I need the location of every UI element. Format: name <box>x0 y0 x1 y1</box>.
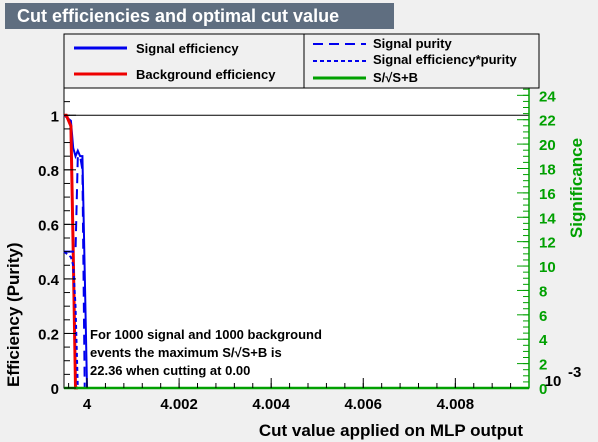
x-axis-label: Cut value applied on MLP output <box>259 421 523 440</box>
y2-tick-label: 2 <box>539 357 547 374</box>
legend-label-background-efficiency: Background efficiency <box>136 67 276 82</box>
series-line-3 <box>63 250 79 389</box>
y2-tick-label: 14 <box>539 210 556 227</box>
y-axis-label: Efficiency (Purity) <box>4 242 23 387</box>
chart-title: Cut efficiencies and optimal cut value <box>5 3 394 29</box>
y2-tick-label: 24 <box>539 88 556 105</box>
annotation-line-3: 22.36 when cutting at 0.00 <box>90 363 250 378</box>
annotation-line-1: For 1000 signal and 1000 background <box>90 327 322 342</box>
legend-label-signal-eff-purity: Signal efficiency*purity <box>373 52 518 67</box>
y2-tick-label: 4 <box>539 332 548 349</box>
y2-tick-label: 8 <box>539 283 547 300</box>
y2-tick-label: 18 <box>539 161 556 178</box>
x-exponent-base: 10 <box>545 373 562 390</box>
legend-label-signal-efficiency: Signal efficiency <box>136 41 239 56</box>
plot-area <box>63 87 530 389</box>
y-axis: 0 0.2 0.4 0.6 0.8 1 <box>38 101 76 398</box>
x-tick-label: 4.002 <box>160 396 198 413</box>
y2-tick-label: 20 <box>539 137 556 154</box>
legend-box <box>63 33 540 89</box>
legend-label-significance: S/√S+B <box>373 70 418 85</box>
x-exponent-power: -3 <box>568 364 581 381</box>
series-line-2 <box>64 155 86 389</box>
y2-tick-label: 16 <box>539 186 556 203</box>
y-tick-label: 0 <box>51 381 59 398</box>
y-tick-label: 0.8 <box>38 163 59 180</box>
x-tick-label: 4.008 <box>437 396 475 413</box>
y-tick-label: 0.6 <box>38 217 59 234</box>
y2-tick-label: 12 <box>539 235 556 252</box>
y2-axis-label: Significance <box>567 138 586 238</box>
x-tick-label: 4 <box>83 396 92 413</box>
y-tick-label: 1 <box>51 108 59 125</box>
x-axis: 4 4.002 4.004 4.006 4.008 <box>68 378 530 413</box>
annotation-line-2: events the maximum S/√S+B is <box>90 345 282 360</box>
y2-tick-label: 0 <box>539 381 547 398</box>
y2-tick-label: 10 <box>539 259 556 276</box>
y-tick-label: 0.2 <box>38 326 59 343</box>
x-tick-label: 4.004 <box>252 396 290 413</box>
legend-label-signal-purity: Signal purity <box>373 36 453 51</box>
y2-tick-label: 6 <box>539 308 547 325</box>
x-tick-label: 4.006 <box>344 396 382 413</box>
y-tick-label: 0.4 <box>38 272 60 289</box>
y2-tick-label: 22 <box>539 113 556 130</box>
